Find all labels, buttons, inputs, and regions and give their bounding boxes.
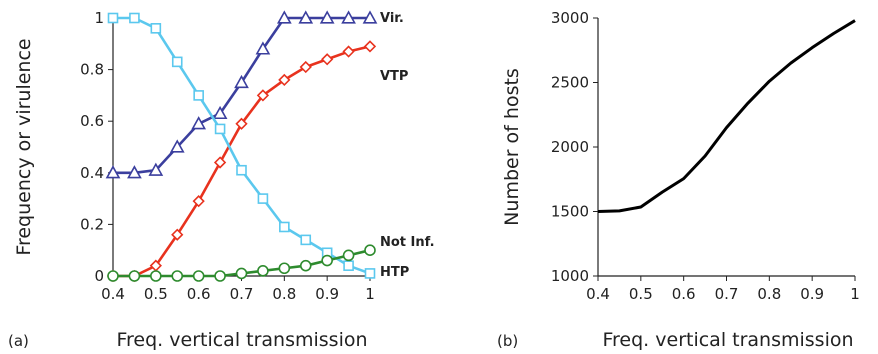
panel-a-x-tick-label: 0.5 (144, 285, 168, 303)
panel-a-series-vir-point (255, 41, 271, 55)
panel-a-series-vtp-point (235, 117, 248, 130)
panel-a-series-not-inf-point (278, 262, 291, 275)
panel-a-series-not-inf-point (214, 270, 226, 282)
panel-b-x-tick-label: 0.4 (586, 285, 610, 303)
panel-b-x-tick-label: 0.8 (757, 285, 781, 303)
panel-a-series-vir-line (113, 16, 370, 175)
panel-a-series-htp-line (113, 16, 371, 275)
panel-a-series-not-inf-point (107, 270, 119, 282)
panel-a-series-not-inf-point (342, 249, 355, 262)
panel-a-series-htp-point (214, 123, 226, 135)
panel-a-series-vir-point (148, 162, 164, 176)
panel-a-x-tick-label: 0.6 (187, 285, 211, 303)
panel-a-series-htp-point (107, 12, 119, 24)
panel-a-series-vtp-point (278, 73, 291, 87)
panel-a-series-htp-label: HTP (380, 265, 409, 280)
panel-a-x-tick-label: 1 (365, 285, 375, 303)
panel-a-series-not-inf-point (364, 244, 376, 256)
panel-a-series-not-inf-point (171, 270, 184, 282)
panel-a-x-axis-title: Freq. vertical transmission (116, 329, 367, 351)
panel-a-x-tick-label: 0.8 (272, 285, 296, 303)
panel-a-series-htp-point (193, 90, 204, 101)
panel-b-series-0-line (597, 19, 856, 213)
panel-a-y-tick-label: 0.8 (80, 61, 104, 79)
panel-a-series-vtp-point (192, 195, 205, 208)
panel-a-series-htp-point (279, 221, 290, 233)
panel-a-series-vir-point (319, 10, 335, 24)
panel-b-y-axis-title: Number of hosts (501, 68, 523, 226)
panel-b-x-tick-label: 0.5 (629, 285, 653, 303)
panel-a-series-htp-point (236, 164, 247, 176)
panel-a-y-tick-label: 0 (94, 267, 104, 285)
panel-b-y-tick-label: 3000 (551, 9, 589, 27)
panel-b-y-tick-label: 2500 (551, 74, 589, 92)
panel-a-series-vtp-point (256, 89, 270, 102)
panel-a-series-htp-point (129, 12, 140, 24)
panel-a-series-vtp-point (363, 40, 377, 53)
panel-a-y-tick-label: 1 (94, 9, 104, 27)
panel-a-series-vtp-point (213, 156, 227, 169)
panel-a-series-vir-point (341, 10, 356, 24)
panel-a-y-tick-label: 0.4 (80, 164, 104, 182)
panel-a-y-tick-label: 0.2 (80, 215, 104, 233)
panel-a-series-htp-point (257, 193, 269, 204)
panel-a-series-vtp-label: VTP (380, 69, 408, 84)
panel-a-series-vir-point (169, 139, 185, 153)
panel-a-series-not-inf-point (321, 254, 333, 267)
panel-a-series-not-inf-point (257, 265, 269, 277)
panel-b-x-tick-label: 0.9 (800, 285, 824, 303)
panel-a-series-htp-point (150, 23, 162, 34)
panel-b-x-tick-label: 0.6 (672, 285, 696, 303)
panel-b-chart: 0.4 0.5 0.6 0.7 0.8 0.9 1 1000 1500 2000 2500 3000 F… (501, 9, 860, 351)
panel-a-series-not-inf-point (235, 267, 248, 280)
panel-a-x-tick-label: 0.4 (101, 285, 125, 303)
panel-a-series-not-inf-point (192, 270, 205, 282)
panel-b-y-tick-label: 2000 (551, 138, 589, 156)
panel-a-series-htp-point (171, 56, 183, 68)
panel-b-letter: (b) (497, 332, 518, 350)
panel-a-y-axis-title: Frequency or virulence (13, 38, 35, 255)
panel-a-series-not-inf-point (150, 270, 162, 282)
panel-a-series-htp-point (343, 260, 354, 271)
panel-a-series-vir-label: Vir. (380, 11, 404, 26)
panel-a-series-vtp-point (321, 53, 334, 66)
panel-a-x-tick-label: 0.7 (230, 285, 254, 303)
panel-a-y-tick-label: 0.6 (80, 112, 104, 130)
panel-a-chart: 0.4 0.5 0.6 0.7 0.8 0.9 1 0 0.2 0.4 0.6 0.8 1 Freq. v… (13, 9, 435, 351)
panel-a-x-tick-label: 0.9 (315, 285, 339, 303)
panel-b-x-axis-title: Freq. vertical transmission (602, 329, 853, 351)
panel-a-series-vir-point (276, 10, 292, 24)
panel-a-letter: (a) (8, 332, 29, 350)
panel-a-series-vtp-point (342, 45, 355, 58)
panel-a-series-vir-point (212, 105, 228, 120)
panel-b-y-tick-label: 1000 (551, 267, 589, 285)
panel-a-series-not-inf-label: Not Inf. (380, 235, 435, 250)
panel-a-series-vir-point (127, 165, 142, 179)
panel-a-series-vir-point (298, 10, 314, 24)
panel-a-series-vtp-point (299, 60, 312, 74)
panel-a-series-not-inf-point (128, 270, 141, 282)
panel-a-series-not-inf-point (299, 259, 312, 272)
panel-b-y-tick-label: 1500 (551, 203, 589, 221)
panel-a-series-htp-point (364, 268, 376, 279)
panel-b-x-tick-label: 0.7 (715, 285, 739, 303)
panel-a-series-vir-point (105, 165, 121, 179)
panel-a-series-vir-point (362, 10, 378, 24)
panel-a-series-vir-point (234, 74, 249, 89)
panel-b-x-tick-label: 1 (850, 285, 860, 303)
panel-a-series-vir-point (191, 116, 207, 130)
panel-a-series-vtp-point (171, 228, 184, 241)
panel-a-series-htp-point (300, 234, 312, 246)
